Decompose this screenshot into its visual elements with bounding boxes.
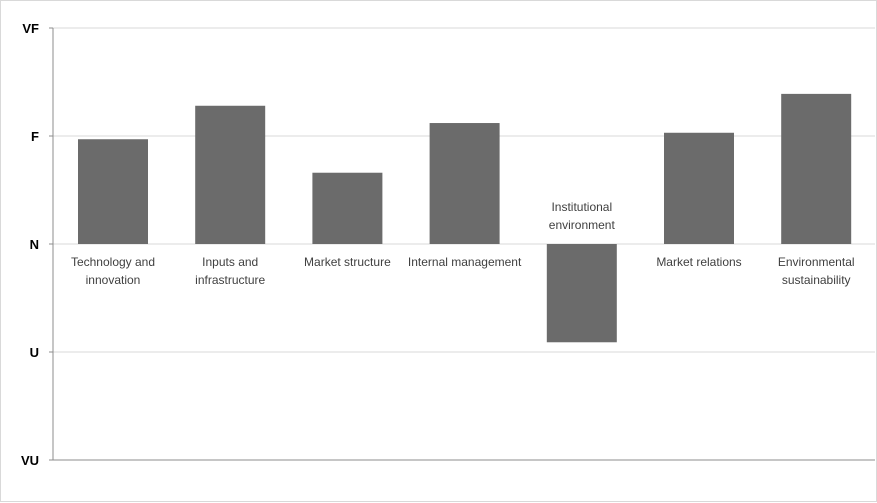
y-tick-label: N: [30, 237, 39, 252]
bars: [78, 93, 852, 343]
y-tick-label: U: [30, 345, 39, 360]
category-label: Internal management: [408, 255, 522, 269]
y-tick-label: F: [31, 129, 39, 144]
bar: [78, 139, 148, 244]
y-tick-label: VU: [21, 453, 39, 468]
category-label: Environmental: [778, 255, 855, 269]
bar: [546, 244, 617, 343]
bar: [664, 132, 734, 244]
category-label: environment: [549, 218, 616, 232]
y-axis: VU U N F VF: [21, 21, 54, 468]
category-labels: Technology and innovation Inputs and infras…: [71, 200, 855, 287]
bar: [195, 105, 266, 244]
category-label: Inputs and: [202, 255, 258, 269]
bar: [312, 172, 383, 244]
bar: [781, 93, 852, 244]
bar: [429, 123, 500, 244]
category-label: sustainability: [782, 273, 851, 287]
category-label: Institutional: [551, 200, 612, 214]
category-label: innovation: [86, 273, 141, 287]
category-label: Market structure: [304, 255, 391, 269]
category-label: Market relations: [656, 255, 741, 269]
y-tick-label: VF: [22, 21, 39, 36]
category-label: Technology and: [71, 255, 155, 269]
category-label: infrastructure: [195, 273, 265, 287]
